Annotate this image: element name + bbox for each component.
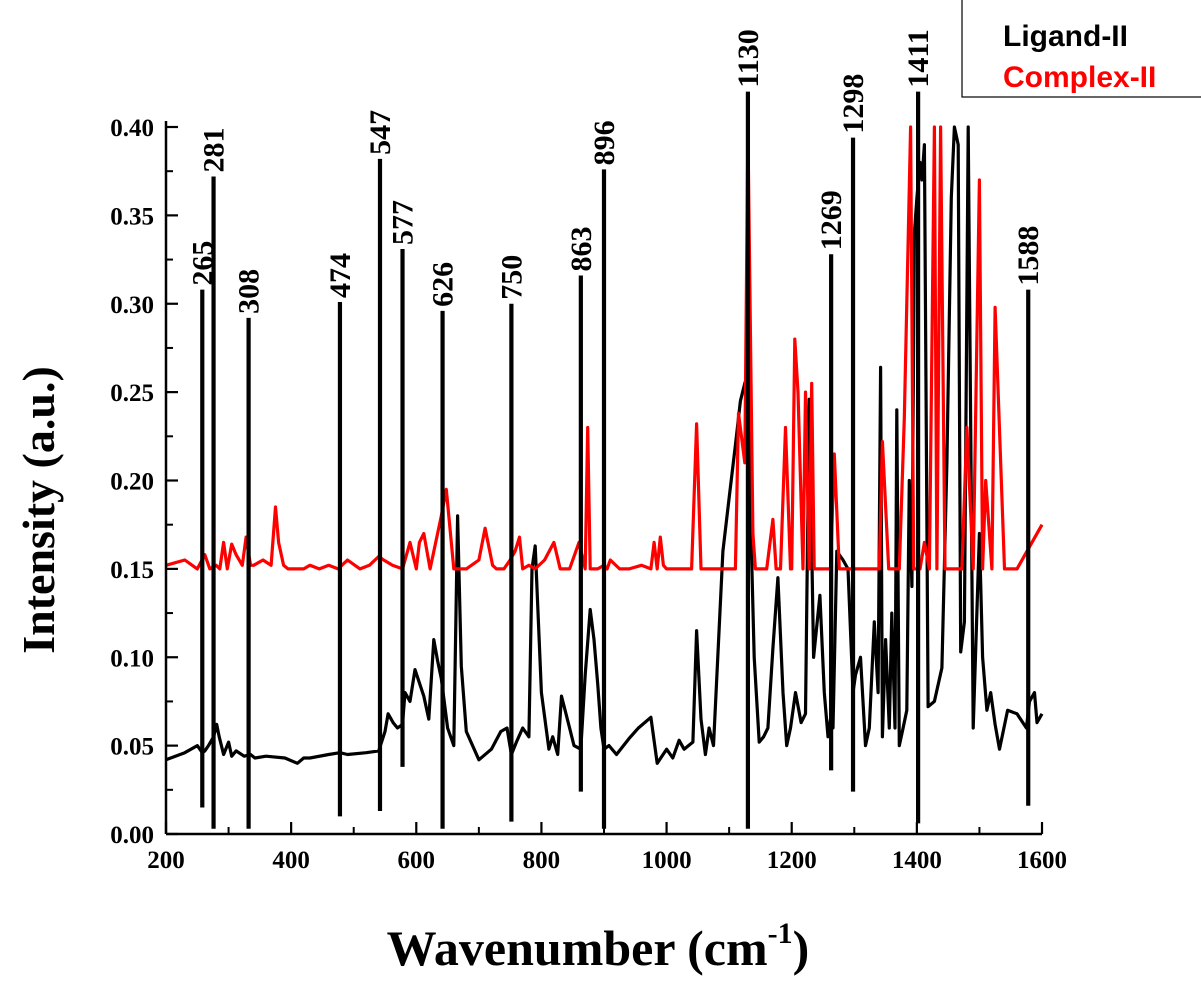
peak-label-308: 308	[233, 269, 266, 314]
axes-layer: 200 400 600 800 1000 1200 1400 1600 0.00 0.05 0.10…	[110, 115, 1067, 874]
x-tick-label: 600	[398, 847, 436, 874]
legend: Ligand-II Complex-II	[961, 0, 1201, 98]
x-axis-title: Wavenumber (cm-1)	[387, 917, 810, 976]
legend-box	[961, 0, 1201, 98]
y-tick-label: 0.05	[110, 734, 154, 761]
y-tick-label: 0.20	[110, 469, 154, 496]
peak-label-577: 577	[387, 200, 420, 245]
y-tick-label: 0.15	[110, 557, 154, 584]
peak-label-474: 474	[324, 253, 357, 298]
y-tick-label: 0.40	[110, 115, 154, 142]
peak-label-896: 896	[588, 120, 621, 165]
peak-label-863: 863	[565, 226, 598, 271]
peak-label-1588: 1588	[1012, 226, 1045, 286]
y-tick-label: 0.25	[110, 380, 154, 407]
x-tick-label: 1400	[892, 847, 942, 874]
legend-label-complex: Complex-II	[1003, 61, 1156, 94]
x-tick-label: 200	[147, 847, 185, 874]
x-tick-label: 400	[272, 847, 310, 874]
peak-label-547: 547	[364, 110, 397, 155]
x-tick-label: 1600	[1017, 847, 1067, 874]
legend-label-ligand: Ligand-II	[1003, 20, 1128, 53]
peak-label-1130: 1130	[732, 29, 765, 87]
y-tick-label: 0.00	[110, 822, 154, 849]
x-tick-label: 800	[523, 847, 561, 874]
peak-label-1411: 1411	[902, 29, 935, 87]
x-tick-label: 1200	[767, 847, 817, 874]
peak-label-1269: 1269	[815, 190, 848, 250]
y-tick-label: 0.30	[110, 292, 154, 319]
x-axis-title-superscript: -1	[768, 917, 793, 950]
y-axis-title: Intensity (a.u.)	[13, 366, 64, 654]
peak-label-626: 626	[427, 262, 460, 307]
series-line-complex	[165, 125, 1044, 571]
y-tick-label: 0.10	[110, 645, 154, 672]
x-tick-label: 1000	[642, 847, 692, 874]
y-tick-label: 0.35	[110, 203, 154, 230]
peak-label-281: 281	[198, 127, 231, 172]
peak-label-1298: 1298	[837, 74, 870, 134]
peak-label-750: 750	[495, 255, 528, 300]
